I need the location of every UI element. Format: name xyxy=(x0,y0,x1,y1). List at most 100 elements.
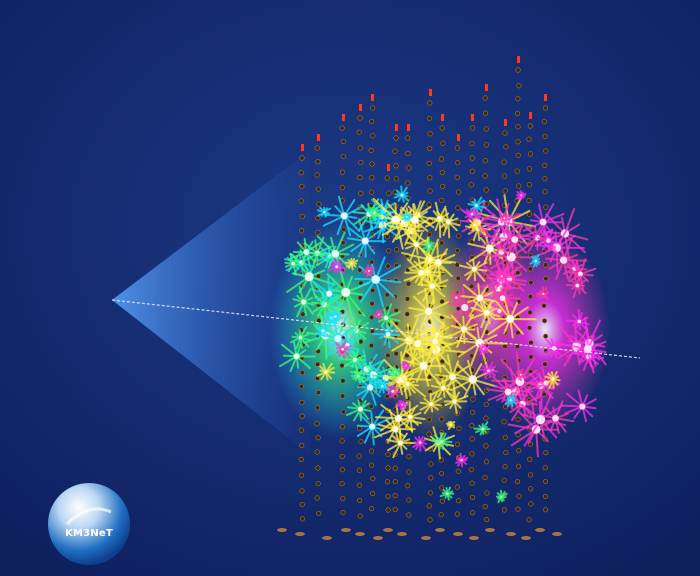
optical-module xyxy=(369,462,375,468)
optical-module xyxy=(469,155,475,161)
optical-module xyxy=(406,281,412,287)
optical-module xyxy=(439,197,445,203)
optical-module xyxy=(483,142,489,148)
string-top-marker xyxy=(457,134,460,141)
burst-ray xyxy=(299,325,308,339)
burst-core xyxy=(377,313,380,316)
burst-ray xyxy=(469,311,488,320)
burst-ray xyxy=(434,339,463,351)
hit-burst xyxy=(496,269,508,283)
string-anchor xyxy=(397,532,407,536)
burst-ray xyxy=(394,219,404,250)
burst-core xyxy=(460,458,463,462)
burst-core xyxy=(367,269,371,272)
optical-module xyxy=(484,490,490,496)
optical-module xyxy=(299,399,305,405)
burst-ray xyxy=(427,268,434,288)
cherenkov-cone xyxy=(112,150,310,455)
hit-burst xyxy=(435,207,461,239)
optical-module xyxy=(428,461,434,467)
optical-module xyxy=(516,183,522,189)
string-anchor xyxy=(485,528,495,532)
burst-core xyxy=(577,319,582,324)
optical-module xyxy=(368,343,375,349)
burst-ray xyxy=(513,230,537,241)
optical-module xyxy=(405,135,411,141)
burst-ray xyxy=(357,412,374,428)
burst-ray xyxy=(385,303,393,319)
string-top-marker xyxy=(429,89,432,96)
optical-module xyxy=(393,176,399,182)
optical-module xyxy=(314,495,320,501)
burst-core xyxy=(515,376,525,386)
optical-module xyxy=(456,233,462,239)
optical-module xyxy=(427,490,433,496)
burst-ray xyxy=(429,387,445,397)
burst-core xyxy=(535,414,546,425)
burst-core xyxy=(352,357,357,362)
optical-module xyxy=(542,493,549,499)
hit-burst xyxy=(422,236,435,255)
hit-burst xyxy=(356,409,392,446)
optical-module xyxy=(439,169,445,176)
burst-core xyxy=(304,272,314,282)
string-top-marker xyxy=(342,114,345,121)
burst-ray xyxy=(380,403,400,420)
optical-module xyxy=(502,130,508,136)
optical-module xyxy=(439,498,445,504)
burst-ray xyxy=(372,197,397,222)
burst-ray xyxy=(346,334,364,347)
string-anchor xyxy=(521,536,531,540)
burst-ray xyxy=(545,213,566,235)
optical-module xyxy=(340,154,346,160)
string-top-marker xyxy=(371,94,374,101)
optical-module xyxy=(426,231,433,237)
burst-ray xyxy=(280,343,298,358)
burst-ray xyxy=(446,328,466,339)
burst-core xyxy=(427,244,431,248)
burst-ray xyxy=(420,256,430,274)
burst-core xyxy=(350,262,353,265)
optical-module xyxy=(469,140,475,146)
optical-module xyxy=(393,163,399,169)
optical-module xyxy=(482,95,488,101)
burst-ray xyxy=(299,336,310,348)
optical-module xyxy=(526,136,532,142)
burst-core xyxy=(331,250,340,258)
burst-core xyxy=(471,266,477,272)
burst-ray xyxy=(420,271,440,278)
optical-module xyxy=(438,156,445,162)
optical-module xyxy=(392,493,398,499)
optical-module xyxy=(357,497,363,504)
burst-core xyxy=(551,345,557,351)
burst-core xyxy=(333,315,337,318)
burst-ray xyxy=(541,366,548,385)
optical-module xyxy=(315,481,321,487)
optical-module xyxy=(339,125,345,131)
hit-burst xyxy=(284,252,301,276)
hit-burst xyxy=(469,299,501,329)
optical-module xyxy=(501,159,507,165)
burst-ray xyxy=(323,207,332,214)
optical-module xyxy=(340,409,346,415)
hit-burst xyxy=(290,325,312,350)
optical-module xyxy=(369,175,375,181)
optical-module xyxy=(384,175,390,181)
string-anchor xyxy=(383,528,393,532)
hit-burst xyxy=(399,327,438,359)
hit-burst xyxy=(316,206,332,218)
string-top-marker xyxy=(359,104,362,111)
hit-burst xyxy=(398,345,446,387)
burst-core xyxy=(449,423,452,426)
optical-module xyxy=(528,486,534,492)
burst-ray xyxy=(566,319,581,323)
optical-module xyxy=(340,495,346,501)
hit-burst xyxy=(566,308,590,331)
burst-ray xyxy=(350,259,359,265)
optical-module xyxy=(339,481,345,487)
optical-module xyxy=(405,483,411,489)
hit-burst xyxy=(522,203,565,243)
burst-ray xyxy=(358,218,367,243)
optical-module xyxy=(368,403,374,409)
hit-burst xyxy=(356,369,387,406)
